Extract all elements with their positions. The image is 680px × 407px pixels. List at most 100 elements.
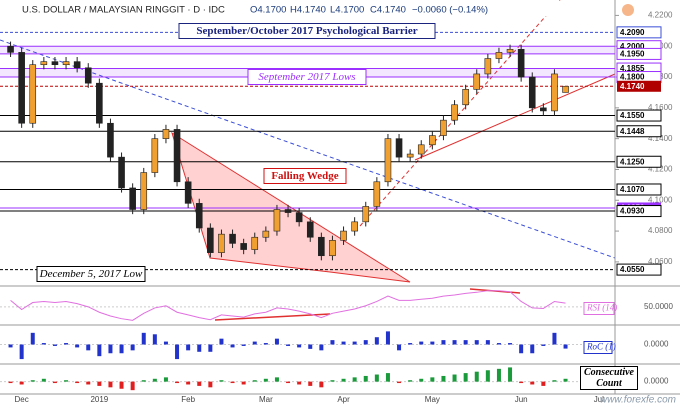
x-tick-label: Dec (15, 395, 29, 404)
roc-bar (496, 343, 501, 345)
count-bar (97, 381, 102, 386)
level-label-box (616, 263, 662, 276)
roc-bar (252, 341, 257, 345)
y-tick-label: 4.1600 (648, 103, 673, 112)
y-tick-label: 0.0000 (644, 340, 669, 349)
level-label: 4.2000 (620, 42, 645, 51)
candle-body (240, 243, 247, 250)
x-tick-label: Apr (337, 395, 350, 404)
candle-body (140, 172, 148, 210)
annotation-box (263, 168, 347, 184)
candle-body (118, 156, 125, 189)
candle-body (495, 52, 503, 59)
trend-line (0, 39, 616, 259)
roc-bar (530, 344, 535, 354)
roc-bar (308, 344, 313, 349)
candle-body (251, 236, 259, 250)
candle-body (429, 135, 436, 146)
roc-bar (463, 340, 468, 345)
roc-bar (352, 341, 357, 345)
candle-body (484, 58, 492, 75)
annotation-box (36, 266, 146, 282)
count-bar (41, 378, 46, 382)
level-label-box (616, 155, 662, 168)
roc-bar (552, 332, 557, 345)
count-bar (86, 381, 91, 385)
candle-body (284, 209, 292, 213)
annotation-box (178, 23, 436, 39)
candle-body (340, 230, 347, 241)
level-label: 4.0930 (620, 207, 645, 216)
count-bar (397, 381, 402, 384)
candle-body (417, 144, 425, 155)
count-bar (130, 381, 135, 391)
roc-bar (30, 332, 35, 345)
candle-body (7, 45, 14, 53)
roc-bar (485, 340, 490, 345)
count-bar (530, 381, 535, 385)
x-tick-label: Jul (594, 395, 604, 404)
candle-body (62, 61, 70, 66)
count-bar (197, 381, 202, 386)
roc-bar (263, 343, 268, 345)
candle-body (84, 67, 92, 84)
roc-bar (97, 344, 102, 357)
roc-bar (75, 344, 80, 348)
count-bar (552, 380, 557, 382)
count-bar (541, 381, 546, 386)
roc-bar (141, 332, 146, 345)
count-bar (286, 381, 291, 384)
level-label-box (616, 109, 662, 122)
count-label: Consecutive Count (580, 366, 638, 390)
candle-body (306, 221, 314, 238)
count-bar (52, 381, 57, 384)
count-bar (274, 377, 279, 382)
header-change: −0.0060 (−0.14%) (412, 5, 488, 16)
count-bar (241, 381, 246, 385)
count-bar (108, 381, 113, 388)
candle-body (562, 85, 569, 93)
candle-body (373, 181, 381, 207)
roc-bar (408, 343, 413, 345)
count-bar (563, 378, 568, 382)
count-bar (463, 373, 468, 382)
y-tick-label: 50.0000 (644, 302, 673, 311)
candle-body (96, 82, 103, 124)
candle-body (73, 61, 81, 69)
count-bar (419, 378, 424, 382)
count-bar (363, 375, 368, 382)
candle-body (162, 129, 170, 139)
candle-body (473, 73, 481, 90)
level-label-box (616, 183, 662, 196)
roc-bar (152, 334, 157, 345)
roc-bar (452, 340, 457, 345)
roc-bar (163, 341, 168, 345)
header-ohlc: C4.1740 (370, 5, 406, 16)
candle-body (551, 73, 558, 112)
count-bar (8, 381, 13, 384)
candle-body (207, 227, 214, 253)
count-bar (308, 381, 313, 386)
icon (622, 4, 634, 16)
roc-bar (108, 344, 113, 354)
count-bar (152, 378, 157, 382)
count-bar (485, 370, 490, 382)
count-bar (141, 380, 146, 382)
roc-bar (297, 344, 302, 348)
x-tick-label: Mar (259, 395, 273, 404)
candle-body (151, 138, 159, 173)
count-bar (352, 377, 357, 382)
annotation: September 2017 Lows (258, 71, 355, 83)
roc-bar (319, 344, 324, 351)
level-label: 4.0550 (620, 265, 645, 274)
level-label: 4.1740 (620, 82, 645, 91)
candle-body (51, 61, 59, 66)
trend-line (359, 0, 561, 227)
roc-bar (385, 331, 390, 345)
level-label-box (616, 125, 662, 138)
candle-body (29, 64, 37, 124)
count-bar (19, 381, 24, 385)
level-label: 4.1855 (620, 64, 645, 73)
roc-bar (41, 343, 46, 345)
